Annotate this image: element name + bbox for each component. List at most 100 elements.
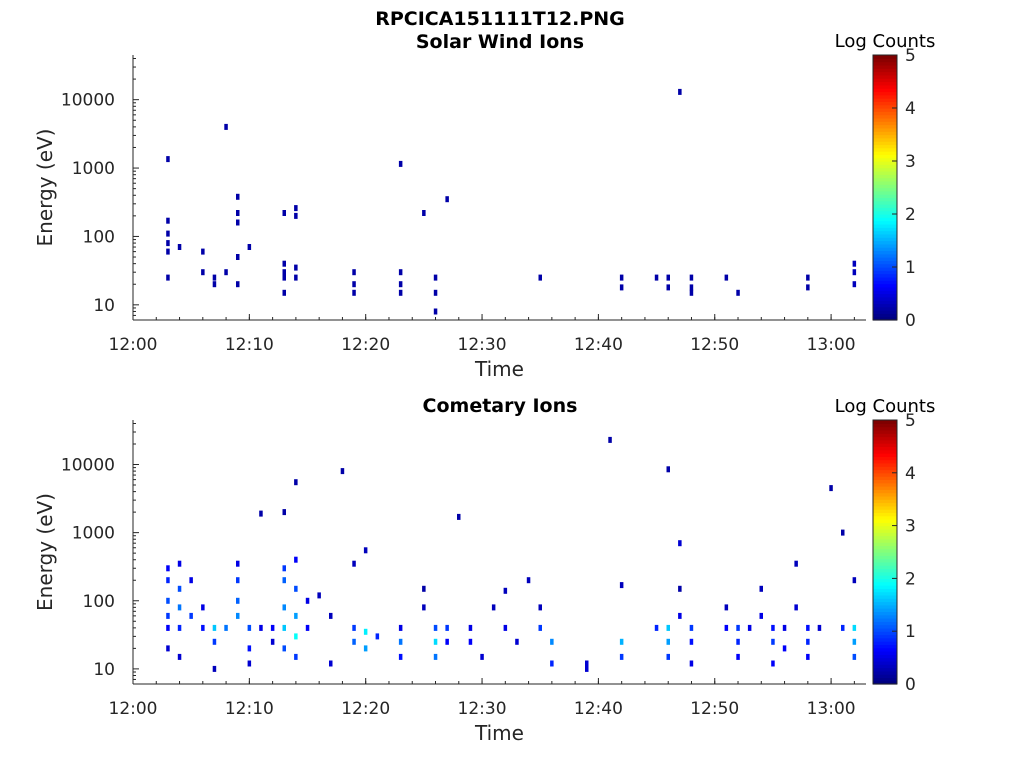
- data-cell: [236, 219, 240, 226]
- colorbar-segment: [873, 164, 897, 169]
- y-tick-label: 1000: [72, 159, 115, 179]
- colorbar-frame: [872, 54, 898, 321]
- data-cell: [666, 274, 670, 281]
- colorbar-segment: [873, 233, 897, 238]
- colorbar-segment: [873, 91, 897, 96]
- data-cell: [201, 248, 205, 255]
- data-cell: [759, 585, 763, 592]
- data-cell: [585, 660, 589, 667]
- colorbar-tick-label: 3: [905, 152, 916, 172]
- colorbar-segment: [873, 204, 897, 208]
- data-cell: [608, 436, 612, 443]
- data-cell: [224, 123, 228, 130]
- colorbar-segment: [873, 519, 897, 523]
- data-cell: [829, 485, 833, 492]
- y-tick-label: 10: [93, 296, 115, 316]
- colorbar-segment: [873, 571, 897, 576]
- data-cell: [736, 289, 740, 296]
- data-cell: [771, 660, 775, 667]
- data-cell: [166, 577, 170, 584]
- colorbar-tick-label: 4: [905, 99, 916, 119]
- data-cell: [294, 633, 298, 640]
- data-cell: [166, 156, 170, 163]
- colorbar-segment: [873, 194, 897, 199]
- data-cell: [282, 210, 286, 216]
- x-tick-label: 12:50: [690, 699, 739, 719]
- colorbar-segment: [873, 624, 897, 629]
- data-cell: [852, 577, 857, 584]
- colorbar-segment: [873, 108, 897, 112]
- colorbar-segment: [873, 578, 897, 583]
- colorbar-segment: [873, 618, 897, 622]
- y-axis-label: Energy (eV): [33, 493, 57, 611]
- colorbar-segment: [873, 174, 897, 179]
- colorbar-segment: [873, 660, 897, 665]
- data-cell: [422, 210, 426, 216]
- colorbar-segment: [873, 104, 897, 109]
- colorbar-segment: [873, 210, 897, 215]
- colorbar-segment: [873, 462, 897, 467]
- colorbar-segment: [873, 101, 897, 106]
- colorbar-segment: [873, 492, 897, 497]
- colorbar-segment: [873, 426, 897, 431]
- colorbar-segment: [873, 197, 897, 202]
- colorbar-segment: [873, 637, 897, 642]
- colorbar-tick-label: 4: [905, 464, 916, 484]
- data-cell: [236, 560, 240, 567]
- colorbar-segment: [873, 608, 897, 612]
- data-cell: [294, 585, 298, 592]
- colorbar-segment: [873, 499, 897, 504]
- data-cell: [538, 274, 542, 281]
- data-cell: [666, 638, 670, 645]
- data-cell: [398, 289, 403, 296]
- y-tick-label: 100: [83, 227, 115, 247]
- colorbar-segment: [873, 489, 897, 494]
- colorbar-segment: [873, 127, 897, 132]
- colorbar-segment: [873, 154, 897, 159]
- colorbar-segment: [873, 250, 897, 255]
- data-cell: [806, 653, 810, 660]
- colorbar-segment: [873, 674, 897, 678]
- data-cell: [166, 240, 170, 247]
- colorbar-segment: [873, 522, 897, 527]
- y-axis-label: Energy (eV): [33, 129, 57, 247]
- data-cell: [212, 624, 217, 631]
- colorbar-segment: [873, 263, 897, 268]
- colorbar-segment: [873, 55, 897, 59]
- panel-0: 12:00 12:10 12:20 12:30 12:40 12:50 13:0010100…: [33, 31, 935, 381]
- colorbar-segment: [873, 184, 897, 189]
- colorbar-segment: [873, 214, 897, 218]
- data-cell: [177, 624, 182, 631]
- data-cell: [282, 645, 286, 652]
- data-cell: [736, 638, 740, 645]
- data-cell: [445, 624, 449, 631]
- colorbar-segment: [873, 161, 897, 165]
- data-cell: [724, 274, 729, 281]
- colorbar-segment: [873, 657, 897, 662]
- colorbar-segment: [873, 78, 897, 83]
- data-cell: [678, 88, 682, 95]
- colorbar-segment: [873, 286, 897, 291]
- data-cell: [666, 624, 670, 631]
- data-cell: [282, 274, 286, 281]
- data-cell: [538, 604, 542, 611]
- colorbar-segment: [873, 220, 897, 225]
- colorbar-segment: [873, 535, 897, 540]
- colorbar-segment: [873, 641, 897, 645]
- plot-area: [133, 55, 866, 320]
- data-cell: [503, 587, 508, 594]
- data-cell: [678, 612, 682, 619]
- colorbar-segment: [873, 525, 897, 530]
- colorbar-segment: [873, 151, 897, 155]
- data-cell: [166, 624, 170, 631]
- data-cell: [433, 274, 438, 281]
- colorbar-segment: [873, 439, 897, 444]
- colorbar-segment: [873, 137, 897, 142]
- colorbar-segment: [873, 313, 897, 318]
- colorbar-segment: [873, 121, 897, 126]
- data-cell: [236, 210, 240, 216]
- colorbar-segment: [873, 98, 897, 102]
- colorbar-segment: [873, 240, 897, 245]
- data-cell: [294, 264, 298, 271]
- data-cell: [852, 624, 857, 631]
